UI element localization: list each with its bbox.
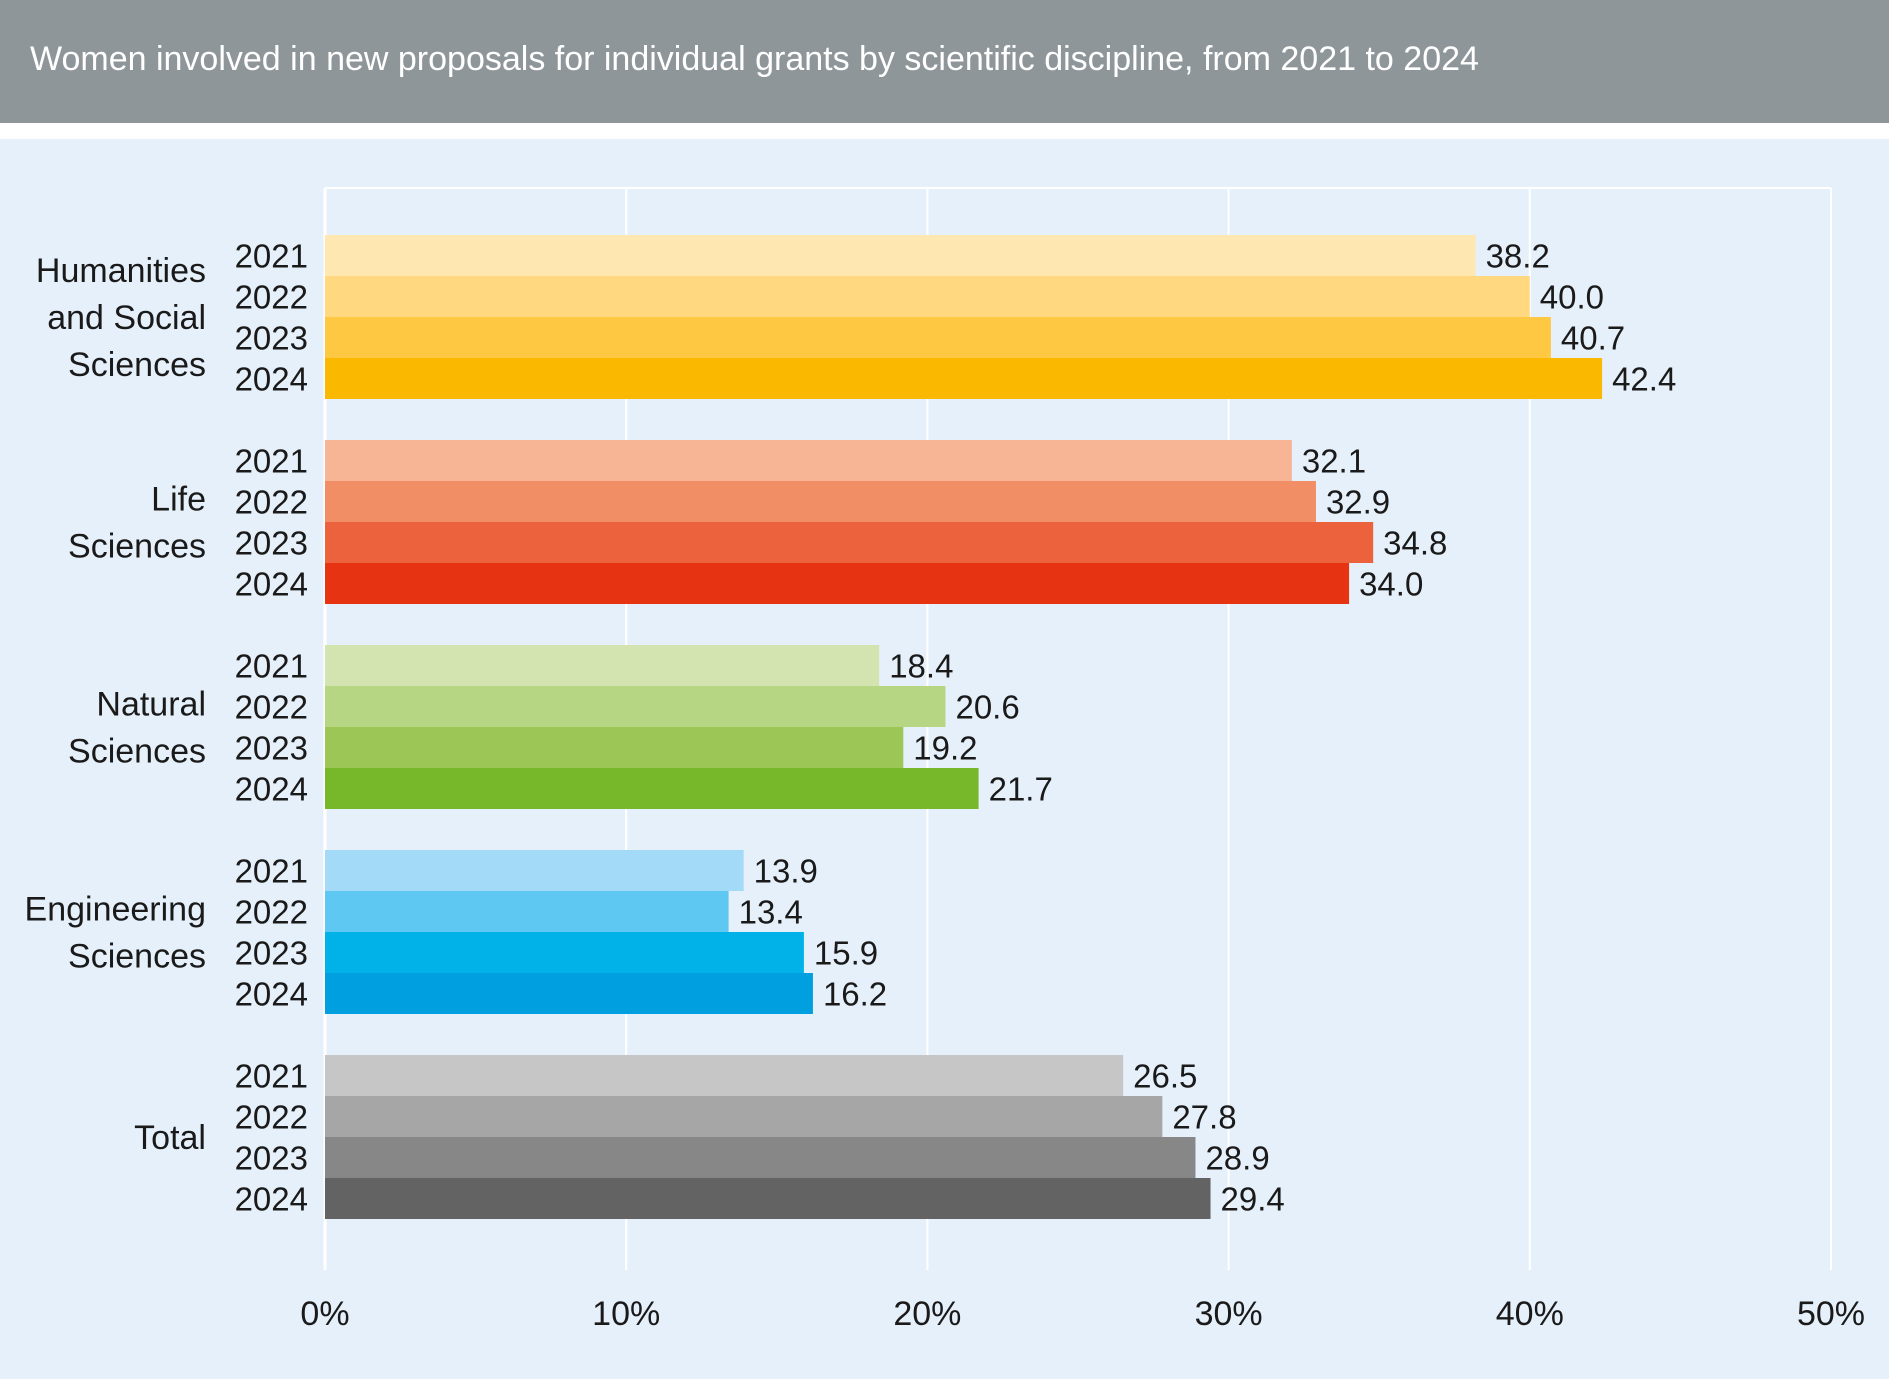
x-tick-label: 20% (893, 1295, 961, 1333)
value-label: 38.2 (1486, 238, 1550, 275)
year-label: 2022 (235, 1099, 308, 1136)
bar (325, 1178, 1211, 1219)
year-label: 2024 (235, 1181, 308, 1218)
value-label: 40.0 (1540, 279, 1604, 316)
bar (325, 768, 979, 809)
value-label: 40.7 (1561, 320, 1625, 357)
bar (325, 891, 729, 932)
x-tick-label: 50% (1797, 1295, 1865, 1333)
category-label: Sciences (68, 346, 206, 384)
bar (325, 1096, 1163, 1137)
value-label: 34.0 (1359, 566, 1423, 603)
year-label: 2021 (235, 648, 308, 685)
value-label: 27.8 (1172, 1099, 1236, 1136)
year-label: 2024 (235, 976, 308, 1013)
x-tick-label: 40% (1496, 1295, 1564, 1333)
year-label: 2022 (235, 279, 308, 316)
bar (325, 235, 1476, 276)
bar (325, 317, 1551, 358)
category-label: Natural (96, 686, 206, 724)
bar (325, 973, 813, 1014)
x-tick-label: 10% (592, 1295, 660, 1333)
value-label: 28.9 (1205, 1140, 1269, 1177)
year-label: 2021 (235, 238, 308, 275)
category-label: and Social (47, 299, 206, 337)
value-label: 13.4 (739, 894, 803, 931)
year-label: 2021 (235, 443, 308, 480)
year-label: 2023 (235, 525, 308, 562)
chart-title: Women involved in new proposals for indi… (30, 40, 1479, 78)
bar (325, 563, 1350, 604)
value-label: 15.9 (814, 935, 878, 972)
value-label: 32.9 (1326, 484, 1390, 521)
year-label: 2023 (235, 935, 308, 972)
header-divider (0, 123, 1889, 139)
year-label: 2021 (235, 853, 308, 890)
value-label: 34.8 (1383, 525, 1447, 562)
value-label: 21.7 (989, 771, 1053, 808)
year-label: 2024 (235, 566, 308, 603)
title-banner: Women involved in new proposals for indi… (0, 0, 1889, 123)
category-label: Engineering (25, 891, 206, 929)
category-label: Sciences (68, 938, 206, 976)
year-label: 2023 (235, 1140, 308, 1177)
bar (325, 522, 1374, 563)
bar (325, 440, 1292, 481)
value-label: 29.4 (1221, 1181, 1285, 1218)
category-label: Total (134, 1119, 206, 1157)
value-label: 32.1 (1302, 443, 1366, 480)
year-label: 2021 (235, 1058, 308, 1095)
bar (325, 1055, 1124, 1096)
bar (325, 481, 1316, 522)
value-label: 18.4 (889, 648, 953, 685)
year-label: 2022 (235, 689, 308, 726)
bar (325, 358, 1603, 399)
bar (325, 645, 880, 686)
year-label: 2022 (235, 894, 308, 931)
bar (325, 850, 744, 891)
labels: 0% 10% 20% 30% 40% 50% 38.2 2021 40.0 2022 40.7 202… (25, 238, 1866, 1334)
year-label: 2022 (235, 484, 308, 521)
year-label: 2024 (235, 771, 308, 808)
bar (325, 727, 904, 768)
x-tick-label: 0% (300, 1295, 349, 1333)
category-label: Humanities (36, 252, 206, 290)
value-label: 42.4 (1612, 361, 1676, 398)
bar (325, 276, 1530, 317)
bar (325, 932, 804, 973)
category-label: Sciences (68, 528, 206, 566)
value-label: 13.9 (754, 853, 818, 890)
category-label: Sciences (68, 733, 206, 771)
category-label: Life (151, 481, 206, 519)
value-label: 26.5 (1133, 1058, 1197, 1095)
value-label: 19.2 (913, 730, 977, 767)
year-label: 2023 (235, 730, 308, 767)
value-label: 16.2 (823, 976, 887, 1013)
bar (325, 1137, 1196, 1178)
bars (325, 235, 1603, 1219)
value-label: 20.6 (955, 689, 1019, 726)
x-tick-label: 30% (1195, 1295, 1263, 1333)
bar (325, 686, 946, 727)
year-label: 2024 (235, 361, 308, 398)
year-label: 2023 (235, 320, 308, 357)
